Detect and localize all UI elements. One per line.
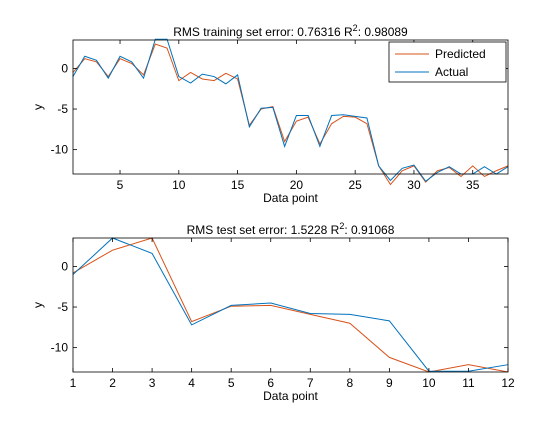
y-tick-label: 0	[61, 61, 68, 75]
y-tick-label: 0	[61, 259, 68, 273]
chart-title-main: RMS test set error: 1.5228 R	[187, 223, 340, 237]
x-tick-label: 8	[346, 376, 353, 390]
y-tick-label: -5	[57, 102, 68, 116]
x-tick-label: 4	[188, 376, 195, 390]
chart-title-tail: : 0.98089	[358, 25, 408, 39]
x-tick-label: 9	[386, 376, 393, 390]
axes-box	[72, 237, 509, 373]
x-tick-label: 5	[117, 178, 124, 192]
x-tick-label: 11	[462, 376, 475, 390]
x-tick-label: 30	[407, 178, 421, 192]
chart-title: RMS test set error: 1.5228 R2: 0.91068	[187, 221, 395, 237]
y-axis-label: y	[31, 104, 45, 110]
x-tick-label: 5	[228, 376, 235, 390]
y-tick-label: -10	[51, 143, 69, 157]
axes-box	[72, 39, 509, 175]
chart-title-main: RMS training set error: 0.76316 R	[173, 25, 353, 39]
x-tick-label: 7	[307, 376, 314, 390]
x-tick-label: 10	[172, 178, 186, 192]
y-tick-label: -10	[51, 341, 69, 355]
x-tick-label: 20	[290, 178, 304, 192]
y-axis-label: y	[31, 302, 45, 308]
plot-area	[73, 238, 508, 372]
x-tick-label: 6	[267, 376, 274, 390]
x-tick-label: 15	[231, 178, 245, 192]
x-tick-label: 1	[70, 376, 77, 390]
x-tick-label: 25	[348, 178, 362, 192]
legend-box	[388, 41, 507, 83]
x-tick-label: 12	[501, 376, 515, 390]
chart-title-sup: 2	[353, 23, 358, 33]
chart-1: 5 10 15 20 25 30 35 0 -5 -10 RMS training set erro…	[31, 23, 509, 205]
chart-title-sup: 2	[339, 221, 344, 231]
x-tick-label: 3	[149, 376, 156, 390]
x-axis-label: Data point	[263, 191, 318, 205]
legend: Predicted Actual	[388, 41, 507, 83]
chart-title: RMS training set error: 0.76316 R2: 0.98…	[173, 23, 408, 39]
x-tick-label: 35	[466, 178, 480, 192]
x-axis-label: Data point	[263, 389, 318, 403]
legend-label-actual: Actual	[435, 65, 468, 79]
x-tick-label: 2	[109, 376, 116, 390]
chart-title-tail: : 0.91068	[344, 223, 394, 237]
y-tick-label: -5	[57, 300, 68, 314]
x-tick-label: 10	[422, 376, 436, 390]
legend-label-predicted: Predicted	[435, 47, 486, 61]
series-line-actual	[72, 237, 509, 372]
